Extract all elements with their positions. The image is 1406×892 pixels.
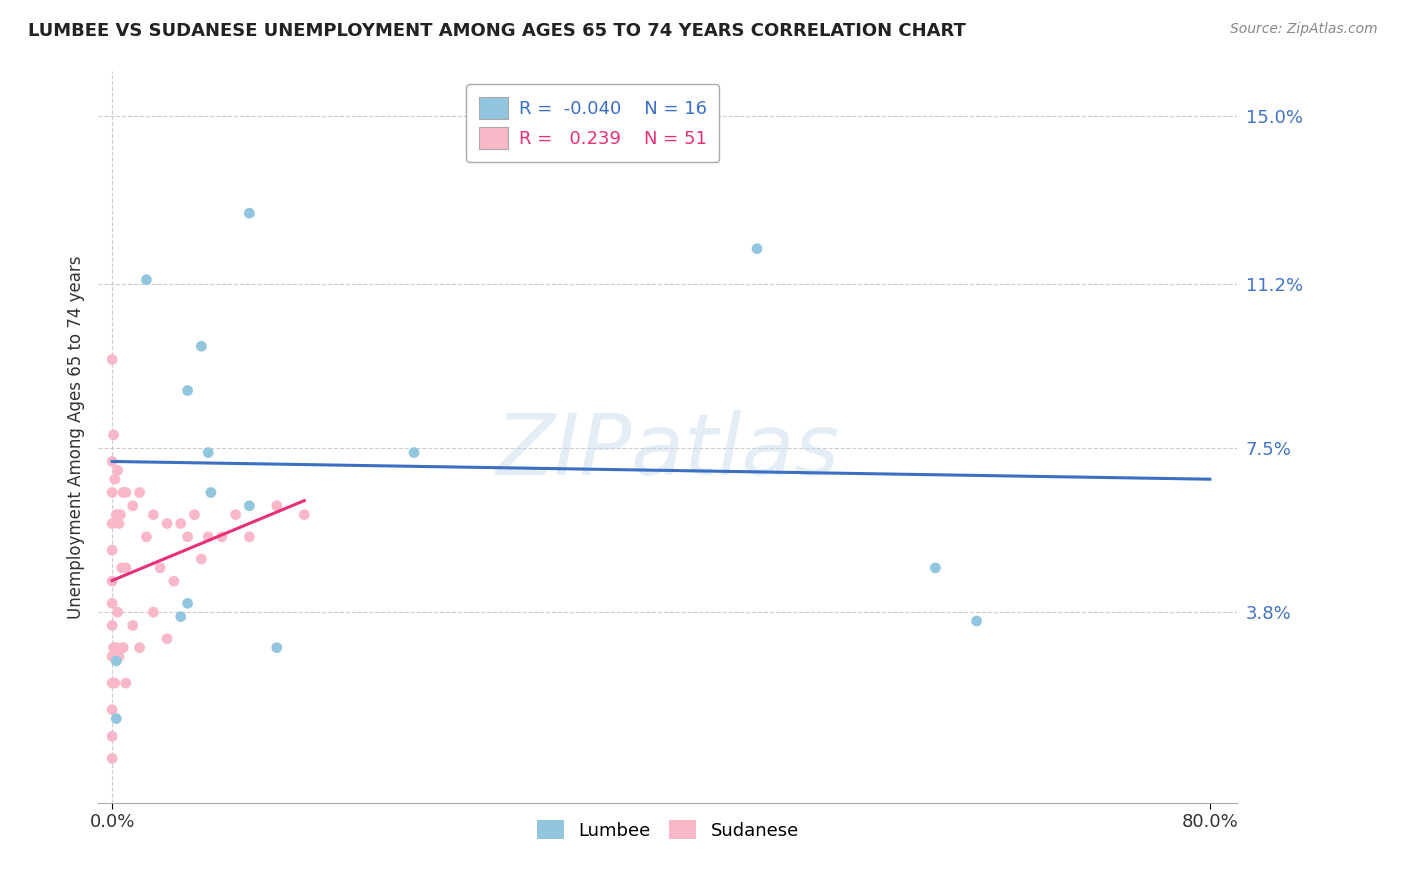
Point — [104, 676, 127, 690]
Point — [107, 463, 129, 477]
Point — [211, 530, 233, 544]
Point — [966, 614, 988, 628]
Point — [402, 445, 425, 459]
Point — [190, 339, 212, 353]
Legend: Lumbee, Sudanese: Lumbee, Sudanese — [529, 811, 807, 848]
Point — [105, 640, 128, 655]
Point — [101, 543, 124, 558]
Point — [128, 485, 150, 500]
Point — [103, 428, 125, 442]
Text: LUMBEE VS SUDANESE UNEMPLOYMENT AMONG AGES 65 TO 74 YEARS CORRELATION CHART: LUMBEE VS SUDANESE UNEMPLOYMENT AMONG AG… — [28, 22, 966, 40]
Point — [156, 632, 179, 646]
Point — [238, 499, 260, 513]
Text: Source: ZipAtlas.com: Source: ZipAtlas.com — [1230, 22, 1378, 37]
Point — [101, 516, 124, 531]
Point — [163, 574, 186, 589]
Point — [101, 352, 124, 367]
Point — [101, 596, 124, 610]
Point — [924, 561, 946, 575]
Point — [115, 561, 138, 575]
Point — [101, 729, 124, 743]
Point — [745, 242, 768, 256]
Point — [101, 703, 124, 717]
Point — [105, 508, 128, 522]
Point — [135, 530, 157, 544]
Point — [115, 676, 138, 690]
Point — [238, 206, 260, 220]
Point — [101, 751, 124, 765]
Point — [101, 618, 124, 632]
Point — [101, 649, 124, 664]
Point — [190, 552, 212, 566]
Point — [101, 485, 124, 500]
Point — [101, 454, 124, 468]
Point — [107, 605, 129, 619]
Point — [105, 654, 128, 668]
Point — [176, 596, 198, 610]
Point — [108, 516, 131, 531]
Point — [115, 485, 138, 500]
Point — [176, 530, 198, 544]
Point — [176, 384, 198, 398]
Point — [112, 485, 135, 500]
Point — [128, 640, 150, 655]
Point — [108, 649, 131, 664]
Point — [101, 574, 124, 589]
Point — [103, 640, 125, 655]
Point — [142, 605, 165, 619]
Point — [183, 508, 205, 522]
Point — [121, 499, 143, 513]
Point — [225, 508, 247, 522]
Point — [170, 609, 193, 624]
Point — [104, 472, 127, 486]
Point — [112, 640, 135, 655]
Point — [149, 561, 172, 575]
Point — [200, 485, 222, 500]
Point — [111, 561, 134, 575]
Point — [266, 640, 288, 655]
Point — [197, 530, 219, 544]
Point — [156, 516, 179, 531]
Point — [197, 445, 219, 459]
Point — [170, 516, 193, 531]
Point — [135, 273, 157, 287]
Point — [292, 508, 315, 522]
Point — [121, 618, 143, 632]
Text: ZIPatlas: ZIPatlas — [496, 410, 839, 493]
Point — [238, 530, 260, 544]
Point — [105, 712, 128, 726]
Y-axis label: Unemployment Among Ages 65 to 74 years: Unemployment Among Ages 65 to 74 years — [66, 255, 84, 619]
Point — [110, 508, 132, 522]
Point — [266, 499, 288, 513]
Point — [101, 676, 124, 690]
Point — [142, 508, 165, 522]
